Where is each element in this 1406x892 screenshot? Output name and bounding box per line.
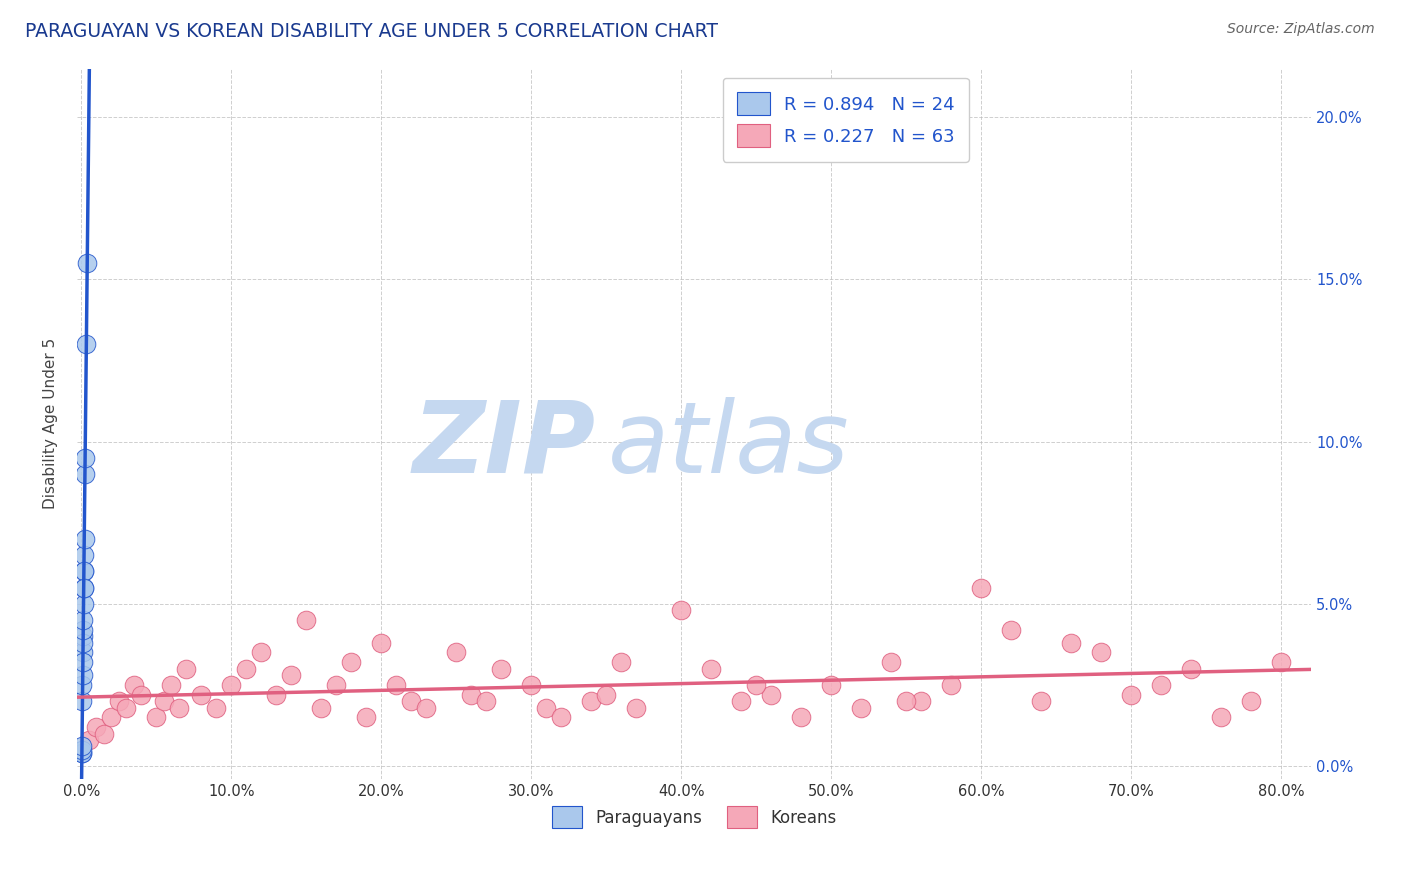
Point [72, 678, 94, 692]
Point [75, 337, 97, 351]
Point [72, 635, 94, 649]
Point [72, 694, 94, 708]
Point [851, 700, 873, 714]
Point [72, 613, 94, 627]
Point [153, 694, 176, 708]
Point [1270, 655, 1292, 669]
Point [250, 645, 273, 659]
Text: atlas: atlas [607, 397, 849, 493]
Point [671, 603, 693, 617]
Point [536, 700, 558, 714]
Point [1150, 678, 1173, 692]
Text: Source: ZipAtlas.com: Source: ZipAtlas.com [1227, 22, 1375, 37]
Point [115, 700, 138, 714]
Point [131, 688, 153, 702]
Point [73, 532, 96, 546]
Point [73, 548, 96, 562]
Point [581, 694, 603, 708]
Point [75, 450, 97, 465]
Point [311, 700, 333, 714]
Point [73, 564, 96, 578]
Point [880, 655, 903, 669]
Point [1211, 710, 1233, 724]
Point [460, 688, 482, 702]
Point [550, 710, 572, 724]
Point [235, 662, 257, 676]
Point [820, 678, 842, 692]
Text: ZIP: ZIP [412, 397, 595, 493]
Point [475, 694, 498, 708]
Legend: Paraguayans, Koreans: Paraguayans, Koreans [546, 800, 844, 835]
Point [896, 694, 918, 708]
Point [72, 668, 94, 682]
Point [446, 645, 468, 659]
Point [266, 688, 288, 702]
Point [401, 694, 423, 708]
Point [167, 700, 190, 714]
Point [700, 662, 723, 676]
Point [190, 688, 212, 702]
Point [1090, 645, 1112, 659]
Point [176, 662, 198, 676]
Point [1240, 694, 1263, 708]
Point [790, 710, 813, 724]
Point [415, 700, 437, 714]
Point [100, 710, 122, 724]
Point [73, 467, 96, 481]
Point [76, 256, 98, 270]
Point [761, 688, 783, 702]
Point [626, 700, 648, 714]
Point [910, 694, 932, 708]
Point [221, 678, 243, 692]
Point [160, 678, 183, 692]
Point [122, 678, 145, 692]
Point [370, 635, 392, 649]
Point [70, 739, 93, 754]
Point [340, 655, 363, 669]
Point [93, 726, 115, 740]
Point [70, 746, 93, 760]
Point [610, 655, 633, 669]
Point [72, 645, 94, 659]
Point [108, 694, 131, 708]
Point [325, 678, 347, 692]
Point [941, 678, 963, 692]
Point [595, 688, 617, 702]
Point [295, 613, 318, 627]
Point [1180, 662, 1202, 676]
Point [1031, 694, 1053, 708]
Point [491, 662, 513, 676]
Text: PARAGUAYAN VS KOREAN DISABILITY AGE UNDER 5 CORRELATION CHART: PARAGUAYAN VS KOREAN DISABILITY AGE UNDE… [25, 22, 718, 41]
Point [730, 694, 752, 708]
Point [73, 564, 96, 578]
Point [145, 710, 167, 724]
Point [205, 700, 228, 714]
Point [72, 655, 94, 669]
Point [86, 720, 108, 734]
Point [1060, 635, 1083, 649]
Point [1000, 623, 1022, 637]
Point [745, 678, 768, 692]
Point [70, 742, 93, 756]
Point [70, 746, 93, 760]
Point [520, 678, 543, 692]
Point [73, 581, 96, 595]
Point [1121, 688, 1143, 702]
Point [77, 733, 100, 747]
Point [385, 678, 408, 692]
Point [356, 710, 378, 724]
Point [72, 629, 94, 643]
Point [73, 581, 96, 595]
Point [280, 668, 302, 682]
Point [72, 623, 94, 637]
Point [72, 597, 94, 611]
Y-axis label: Disability Age Under 5: Disability Age Under 5 [44, 338, 58, 509]
Point [970, 581, 993, 595]
